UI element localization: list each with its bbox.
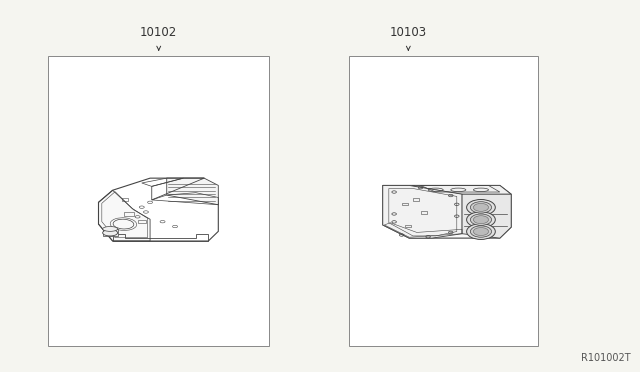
- Bar: [48, 56, 269, 346]
- Polygon shape: [166, 178, 218, 205]
- Text: R101002T: R101002T: [580, 353, 630, 363]
- Ellipse shape: [474, 216, 488, 224]
- Bar: [420, 211, 427, 214]
- Text: 10102: 10102: [140, 26, 177, 39]
- Polygon shape: [383, 186, 462, 238]
- Text: 10103: 10103: [390, 26, 427, 39]
- Ellipse shape: [467, 224, 495, 240]
- Ellipse shape: [470, 202, 492, 213]
- Bar: [124, 212, 134, 217]
- Ellipse shape: [470, 226, 492, 237]
- Polygon shape: [383, 186, 511, 194]
- Polygon shape: [383, 186, 511, 238]
- Bar: [349, 56, 538, 346]
- Ellipse shape: [474, 228, 488, 235]
- Bar: [406, 225, 412, 227]
- Ellipse shape: [102, 227, 118, 231]
- Ellipse shape: [470, 214, 492, 225]
- Ellipse shape: [467, 212, 495, 228]
- Polygon shape: [102, 229, 118, 236]
- Ellipse shape: [467, 199, 495, 215]
- Polygon shape: [99, 190, 150, 241]
- Polygon shape: [462, 194, 511, 238]
- Ellipse shape: [102, 230, 118, 236]
- Bar: [402, 203, 408, 205]
- Bar: [122, 199, 129, 201]
- Bar: [413, 198, 419, 201]
- Ellipse shape: [474, 203, 488, 211]
- Bar: [138, 220, 146, 223]
